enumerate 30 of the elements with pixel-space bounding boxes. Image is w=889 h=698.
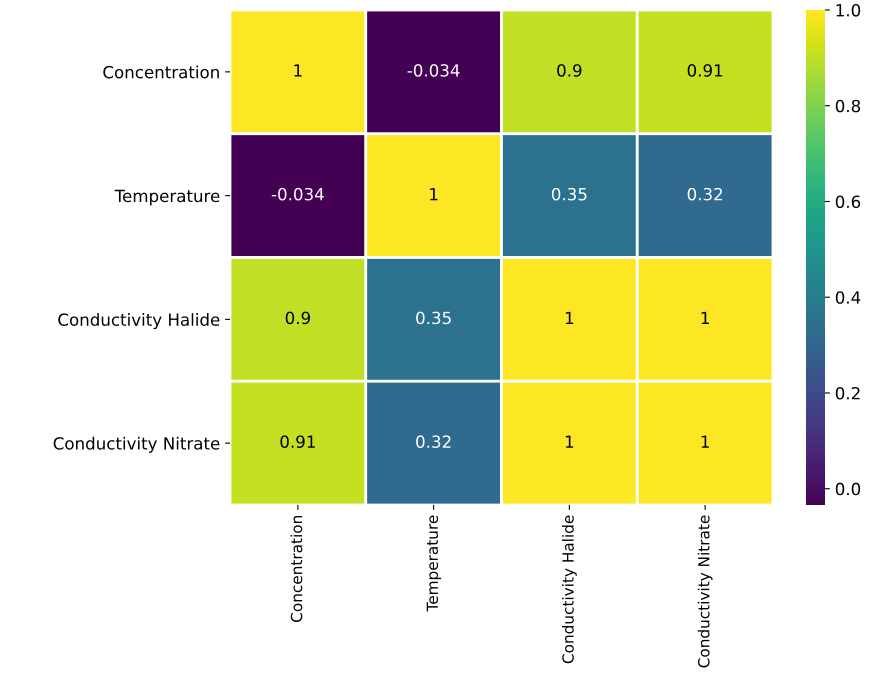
data-label: 1 — [566, 436, 574, 448]
data-label: 1 — [702, 436, 709, 448]
y-tick-label: Conductivity Halide — [58, 313, 220, 330]
data-label: 0.91 — [688, 64, 722, 77]
color-bar-label: 1.0 — [836, 4, 860, 17]
x-tick-label: Temperature — [426, 516, 442, 612]
color-bar-label: 0.6 — [836, 195, 860, 208]
data-label: 1 — [430, 188, 438, 200]
color-bar-label: 0.8 — [836, 100, 860, 112]
data-label: 0.35 — [416, 312, 451, 324]
y-tick-label: Conductivity Nitrate — [54, 436, 220, 453]
y-tick-label: Concentration — [103, 66, 219, 78]
data-label: 0.9 — [286, 312, 310, 324]
data-label: 0.9 — [557, 64, 582, 77]
x-tick-label: Concentration — [290, 516, 302, 622]
x-tick-label: Conductivity Nitrate — [698, 516, 713, 668]
data-label: 0.91 — [280, 435, 315, 448]
data-label: 0.32 — [416, 435, 451, 448]
data-label: 1 — [566, 312, 574, 324]
y-tick-label: Temperature — [114, 190, 220, 206]
data-label: -0.034 — [272, 188, 324, 200]
data-label: -0.034 — [408, 64, 460, 77]
data-label: 0.32 — [688, 188, 722, 200]
data-label: 0.35 — [552, 188, 586, 200]
x-tick-label: Conductivity Halide — [562, 516, 577, 664]
data-label: 1 — [294, 64, 302, 76]
color-bar-label: 0.2 — [836, 386, 860, 400]
color-bar-label: 0.0 — [836, 482, 860, 496]
color-bar-label: 0.4 — [836, 291, 860, 304]
data-label: 1 — [702, 312, 709, 324]
